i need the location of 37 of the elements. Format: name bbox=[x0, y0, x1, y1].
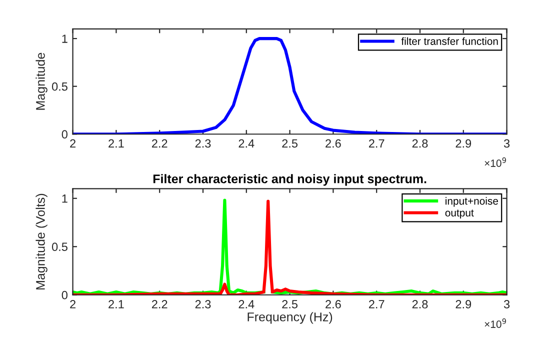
x-tick-label: 2.6 bbox=[326, 300, 341, 308]
y-tick-label: 0 bbox=[62, 290, 68, 300]
y-tick-label: 1 bbox=[62, 194, 68, 203]
x-tick-label: 2.1 bbox=[108, 139, 124, 148]
x-tick-label: 2.4 bbox=[238, 139, 254, 148]
legend-label: output bbox=[445, 210, 474, 219]
x-tick-label: 2.2 bbox=[152, 139, 168, 148]
legend-label: input+noise bbox=[446, 197, 498, 207]
y-tick-label: 1 bbox=[62, 34, 68, 43]
x-tick-label: 3 bbox=[504, 139, 510, 148]
x-tick-label: 2.8 bbox=[412, 300, 428, 308]
x-tick-label: 2.4 bbox=[238, 300, 254, 308]
y-tick-label: 0 bbox=[62, 130, 68, 139]
x-tick-label: 2.2 bbox=[152, 300, 168, 308]
x-tick-label: 2.9 bbox=[456, 300, 472, 308]
y-axis-title: Magnitude (Volts) bbox=[36, 194, 48, 290]
x-tick-label: 2.3 bbox=[195, 139, 211, 148]
x-tick-label: 3 bbox=[504, 300, 510, 308]
x-tick-label: 2.1 bbox=[108, 300, 124, 308]
x-tick-label: 2.7 bbox=[368, 139, 384, 148]
text: ×10$^{9}$ bbox=[484, 157, 506, 167]
x-tick-label: 2.8 bbox=[412, 139, 428, 148]
x-tick-label: 2.7 bbox=[368, 300, 384, 308]
y-tick-label: 0.5 bbox=[52, 82, 68, 91]
x-tick-label: 2.6 bbox=[326, 139, 341, 148]
text: ×10$^{9}$ bbox=[484, 318, 506, 328]
y-tick-label: 0.5 bbox=[52, 242, 68, 252]
x-tick-label: 2.3 bbox=[195, 300, 211, 308]
legend-label: filter transfer function bbox=[401, 37, 498, 45]
x-tick-label: 2.5 bbox=[282, 300, 298, 308]
x-tick-label: 2 bbox=[70, 139, 76, 148]
chart-title: Filter characteristic and noisy input spectrum. bbox=[153, 174, 426, 186]
x-axis-title: Frequency (Hz) bbox=[248, 312, 332, 324]
x-tick-label: 2 bbox=[70, 300, 76, 308]
x-tick-label: 2.5 bbox=[282, 139, 298, 148]
y-axis-title: Magnitude bbox=[36, 52, 48, 110]
x-tick-label: 2.9 bbox=[456, 139, 472, 148]
